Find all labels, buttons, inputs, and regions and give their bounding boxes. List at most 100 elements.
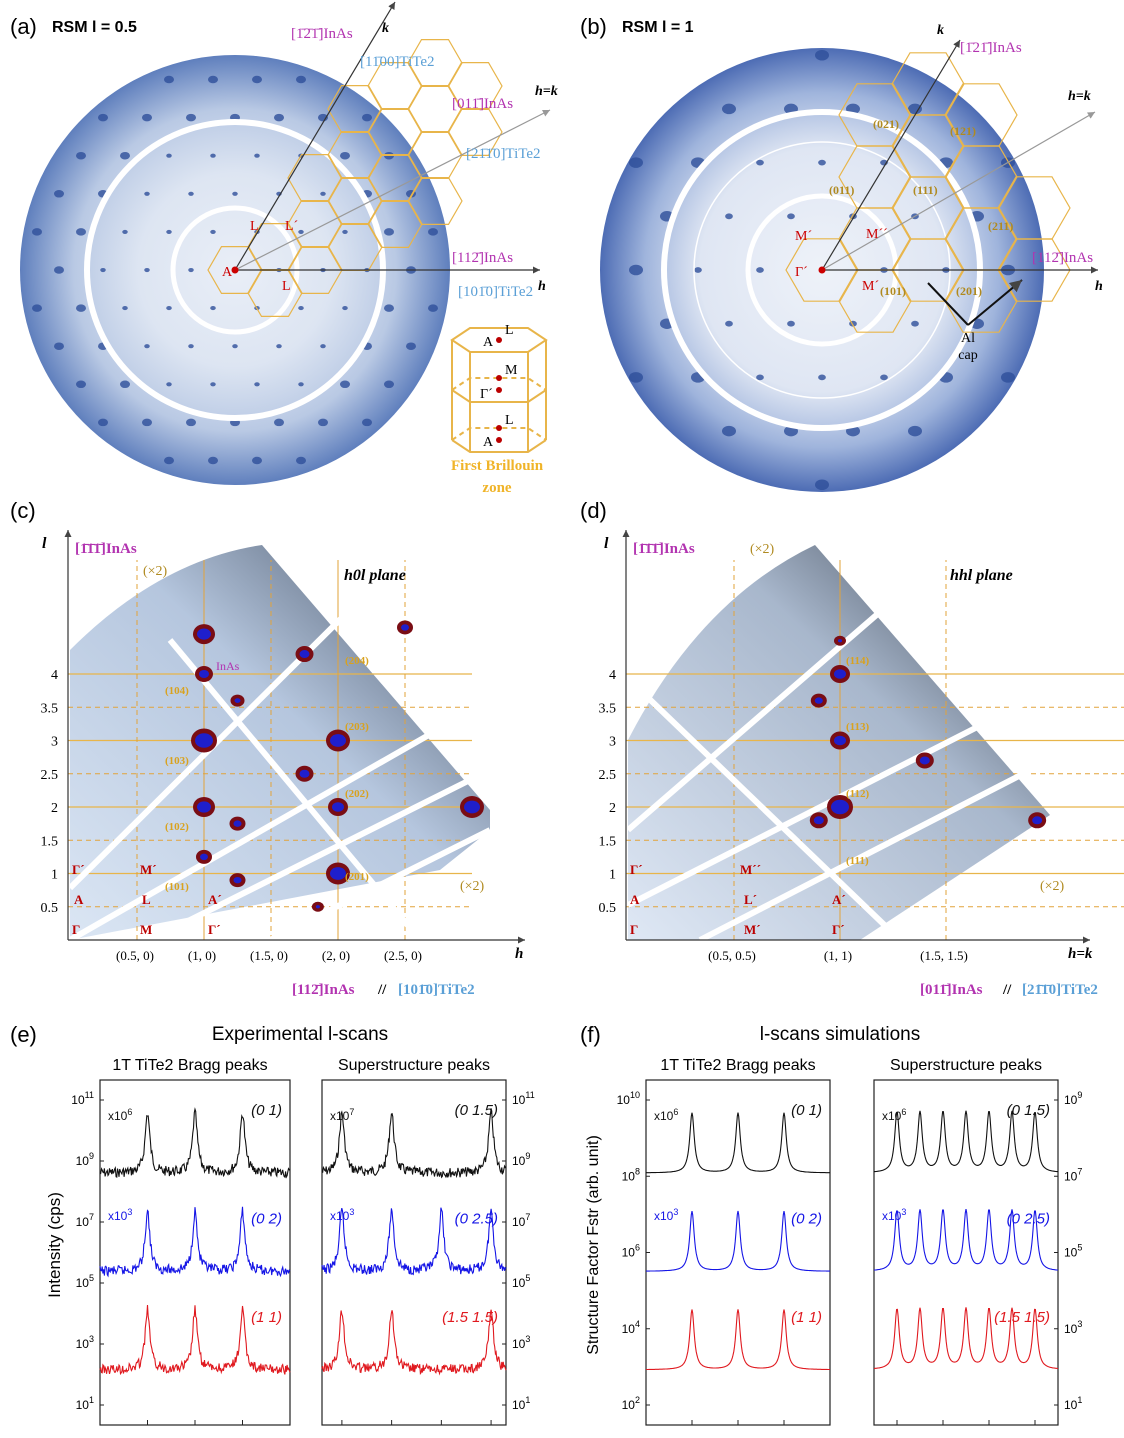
multiplier: x106 bbox=[882, 1107, 906, 1123]
bz-hexagon bbox=[944, 83, 1018, 147]
peak-core bbox=[200, 853, 208, 861]
exp: 9 bbox=[525, 1151, 530, 1161]
multiplier: x103 bbox=[108, 1207, 132, 1223]
dir-2m1m10-a: [21̄1̄0]TiTe2 bbox=[466, 146, 541, 162]
panel-f: (f) l-scans simulations 1T TiTe2 Bragg p… bbox=[580, 1022, 1042, 1355]
exp: 1 bbox=[1077, 1395, 1082, 1405]
reflection-label: (103) bbox=[165, 755, 189, 767]
peak-core bbox=[315, 905, 320, 909]
rsm-spot bbox=[756, 374, 764, 381]
axis-h-label-a: h bbox=[538, 279, 546, 294]
series-label: (0 2) bbox=[791, 1210, 822, 1227]
panel-c-tag: (c) bbox=[10, 498, 36, 523]
stripe bbox=[637, 687, 903, 943]
exp: 6 bbox=[673, 1107, 678, 1117]
bz-point-label: A bbox=[630, 892, 640, 907]
exp: 3 bbox=[89, 1334, 94, 1344]
x2b-d: (×2) bbox=[1040, 879, 1065, 894]
plot-frame bbox=[321, 1079, 507, 1426]
bz-point-label: Γ´ bbox=[630, 862, 643, 877]
stripe bbox=[626, 557, 942, 833]
bz-L2: L bbox=[505, 413, 514, 428]
rsm-spot bbox=[122, 229, 128, 234]
y-tick: 1.5 bbox=[41, 834, 59, 849]
rsm-spot bbox=[188, 191, 194, 196]
rsm-spot bbox=[787, 213, 795, 220]
multiplier: x106 bbox=[108, 1107, 132, 1123]
hk-121: (121) bbox=[950, 124, 976, 138]
y-tick-label: 107 bbox=[1064, 1166, 1082, 1183]
rsm-spot bbox=[208, 456, 218, 465]
y-tick-label: 101 bbox=[512, 1395, 530, 1412]
rsm-spot bbox=[384, 228, 394, 236]
bz-point-label: M bbox=[140, 922, 152, 937]
y-tick: 2.5 bbox=[599, 768, 617, 783]
panel-e-title: Experimental l-scans bbox=[212, 1024, 388, 1045]
peak-core bbox=[814, 697, 823, 704]
rsm-spot bbox=[100, 267, 106, 273]
bz-hexagon bbox=[407, 38, 463, 88]
y-tick: 0.5 bbox=[599, 901, 617, 916]
al-cap-1: Al bbox=[961, 331, 975, 346]
exp: 3 bbox=[525, 1334, 530, 1344]
axis-hk-b bbox=[821, 111, 1096, 271]
axis-l-label-d: l bbox=[604, 535, 609, 552]
y-tick: 1.5 bbox=[599, 834, 617, 849]
pt-L2-a: L bbox=[282, 279, 291, 294]
rsm-spot bbox=[208, 75, 218, 84]
rsm-spot bbox=[32, 228, 42, 236]
rsm-spot bbox=[384, 304, 394, 312]
rsm-spot bbox=[232, 344, 238, 349]
rsm-spot bbox=[629, 372, 643, 383]
y-tick: 3.5 bbox=[41, 701, 59, 716]
series-label: (0 1.5) bbox=[1007, 1102, 1050, 1119]
panel-e-sub2: Superstructure peaks bbox=[338, 1057, 490, 1074]
rsm-spot bbox=[725, 320, 733, 327]
rsm-spot bbox=[232, 191, 238, 196]
pt-G-b: Γ´ bbox=[795, 265, 808, 280]
bz-point-label: A bbox=[74, 892, 84, 907]
rsm-spot bbox=[296, 75, 306, 84]
reflection-label: (102) bbox=[165, 821, 189, 833]
panel-a: (a) RSM l = 0.5 k h=k h [1̄2̄1̄]InAs [11… bbox=[10, 1, 558, 496]
y-tick-label: 105 bbox=[76, 1273, 94, 1290]
rsm-spot bbox=[188, 267, 194, 273]
plot-f-super: 0.51.52.53.5109107105103101(0 1.5)(0 2.5… bbox=[873, 1079, 1082, 1438]
series-label: (0 1.5) bbox=[455, 1102, 498, 1119]
pt-Mp2-b: M´ bbox=[862, 279, 879, 294]
multiplier: x103 bbox=[882, 1207, 906, 1223]
bz-hexagon bbox=[785, 238, 859, 302]
rsm-spot bbox=[428, 304, 438, 312]
exp: 7 bbox=[349, 1107, 354, 1117]
series-label: (1 1) bbox=[251, 1309, 282, 1326]
y-tick: 3 bbox=[609, 735, 616, 750]
exp: 6 bbox=[635, 1243, 640, 1253]
scan-line bbox=[873, 1208, 1059, 1271]
axis-k-a bbox=[234, 1, 396, 271]
bz-L: L bbox=[505, 323, 514, 338]
y-tick: 2.5 bbox=[41, 768, 59, 783]
hk-011: (011) bbox=[829, 183, 854, 197]
exp: 2 bbox=[635, 1395, 640, 1405]
reflection-label: (104) bbox=[165, 685, 189, 697]
bz-caption-1: First Brillouin bbox=[451, 458, 544, 474]
rsm-spot bbox=[188, 344, 194, 349]
bz-point-label: Γ bbox=[630, 922, 638, 937]
panel-a-title: RSM l = 0.5 bbox=[52, 19, 137, 36]
rsm-spot bbox=[210, 382, 216, 387]
peak-core bbox=[197, 801, 211, 813]
rsm-spot bbox=[210, 153, 216, 158]
rsm-spot bbox=[186, 113, 196, 122]
rsm-spot bbox=[76, 151, 86, 160]
pt-L-a: L bbox=[250, 219, 259, 234]
reflection-label: (202) bbox=[345, 788, 369, 800]
peak-core bbox=[197, 628, 211, 640]
multiplier: x103 bbox=[654, 1207, 678, 1223]
x-tick: (1.5, 0) bbox=[250, 948, 288, 963]
stripe bbox=[268, 827, 492, 943]
exp: 3 bbox=[901, 1207, 906, 1217]
x-tick: (1, 1) bbox=[824, 948, 852, 963]
exp: 3 bbox=[1077, 1319, 1082, 1329]
exp: 10 bbox=[630, 1090, 640, 1100]
pt-Mp-b: M´ bbox=[795, 229, 812, 244]
